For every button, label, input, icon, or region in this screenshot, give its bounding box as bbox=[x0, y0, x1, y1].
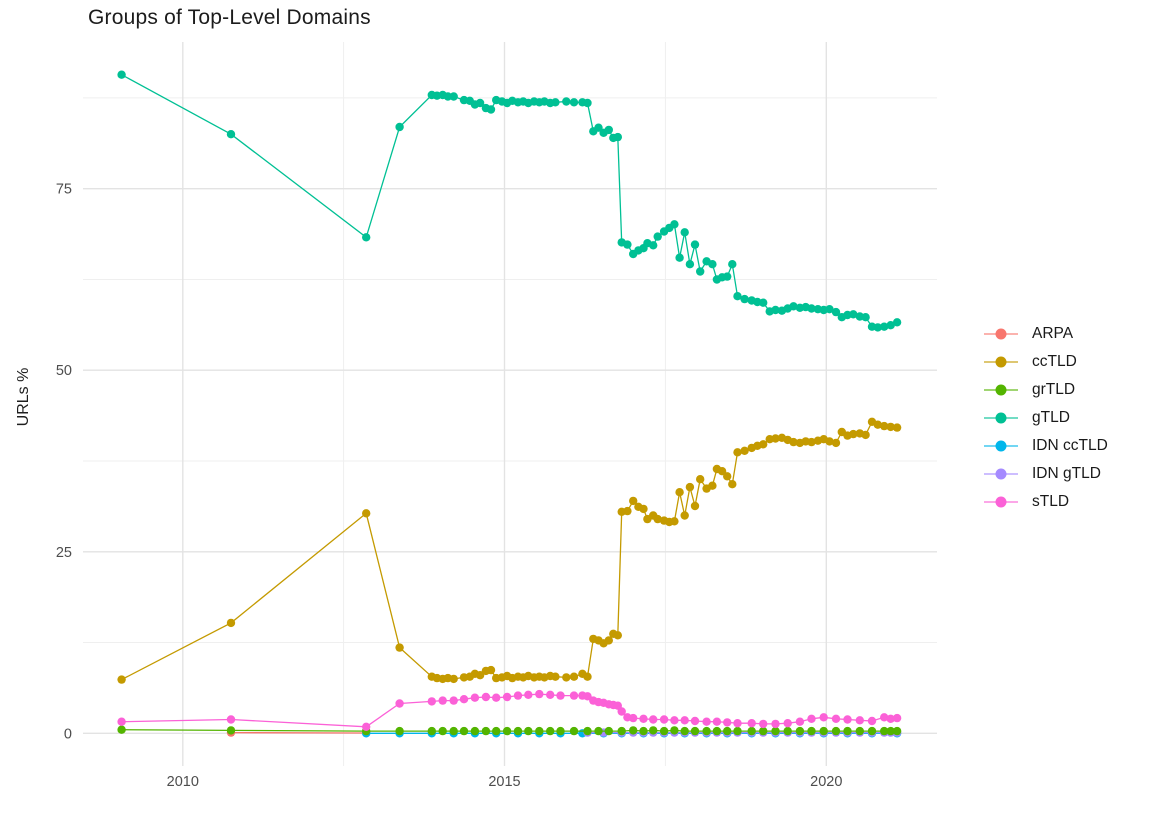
x-tick-label: 2010 bbox=[167, 774, 199, 790]
legend-label: sTLD bbox=[1032, 493, 1070, 510]
legend-key-icon bbox=[984, 328, 1018, 340]
legend-key-icon bbox=[984, 384, 1018, 396]
legend-label: IDN gTLD bbox=[1032, 465, 1101, 482]
legend-item-idn-cctld: IDN ccTLD bbox=[983, 432, 1108, 460]
y-tick-label: 25 bbox=[56, 545, 72, 561]
legend-key-icon bbox=[984, 412, 1018, 424]
y-axis-label: URLs % bbox=[15, 367, 32, 427]
series-grtld bbox=[117, 725, 902, 736]
legend-item-idn-gtld: IDN gTLD bbox=[983, 460, 1108, 488]
legend-label: ccTLD bbox=[1032, 353, 1077, 370]
series-gtld bbox=[117, 70, 902, 332]
y-tick-label: 50 bbox=[56, 363, 72, 379]
legend-item-arpa: ARPA bbox=[983, 320, 1108, 348]
legend-item-grtld: grTLD bbox=[983, 376, 1108, 404]
series-arpa bbox=[226, 728, 371, 738]
legend-label: IDN ccTLD bbox=[1032, 437, 1108, 454]
legend-label: grTLD bbox=[1032, 381, 1076, 398]
legend-item-stld: sTLD bbox=[983, 488, 1108, 516]
series-stld bbox=[117, 689, 902, 731]
x-tick-label: 2020 bbox=[810, 774, 842, 790]
legend-label: gTLD bbox=[1032, 409, 1070, 426]
legend-item-gtld: gTLD bbox=[983, 404, 1108, 432]
legend-label: ARPA bbox=[1032, 325, 1074, 342]
x-tick-label: 2015 bbox=[488, 774, 520, 790]
legend: ARPA ccTLD grTLD gTLD IDN ccTLD IDN gTLD sTLD bbox=[983, 320, 1108, 516]
y-tick-label: 0 bbox=[64, 726, 72, 742]
legend-key-icon bbox=[984, 468, 1018, 480]
legend-key-icon bbox=[984, 496, 1018, 508]
series-cctld bbox=[117, 417, 902, 684]
legend-item-cctld: ccTLD bbox=[983, 348, 1108, 376]
y-tick-label: 75 bbox=[56, 182, 72, 198]
legend-key-icon bbox=[984, 356, 1018, 368]
chart-title: Groups of Top-Level Domains bbox=[88, 6, 371, 29]
legend-key-icon bbox=[984, 440, 1018, 452]
